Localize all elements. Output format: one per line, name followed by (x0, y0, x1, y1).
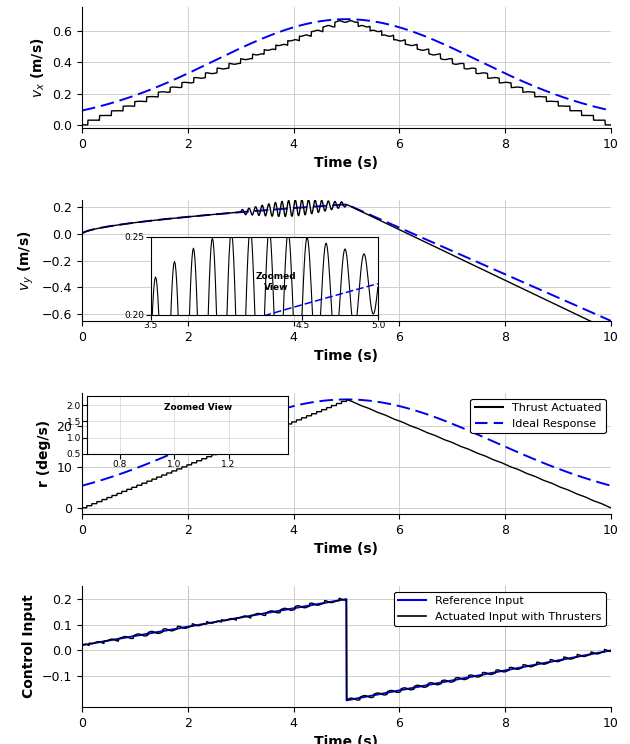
X-axis label: Time (s): Time (s) (314, 349, 379, 363)
Y-axis label: $v_y$ (m/s): $v_y$ (m/s) (17, 231, 37, 291)
Legend: Thrust Actuated, Ideal Response: Thrust Actuated, Ideal Response (471, 399, 605, 433)
X-axis label: Time (s): Time (s) (314, 542, 379, 557)
Y-axis label: $v_x$ (m/s): $v_x$ (m/s) (29, 37, 47, 98)
X-axis label: Time (s): Time (s) (314, 156, 379, 170)
X-axis label: Time (s): Time (s) (314, 735, 379, 744)
Y-axis label: r (deg/s): r (deg/s) (37, 420, 51, 487)
Legend: Reference Input, Actuated Input with Thrusters: Reference Input, Actuated Input with Thr… (394, 591, 605, 626)
Y-axis label: Control Input: Control Input (22, 594, 37, 699)
